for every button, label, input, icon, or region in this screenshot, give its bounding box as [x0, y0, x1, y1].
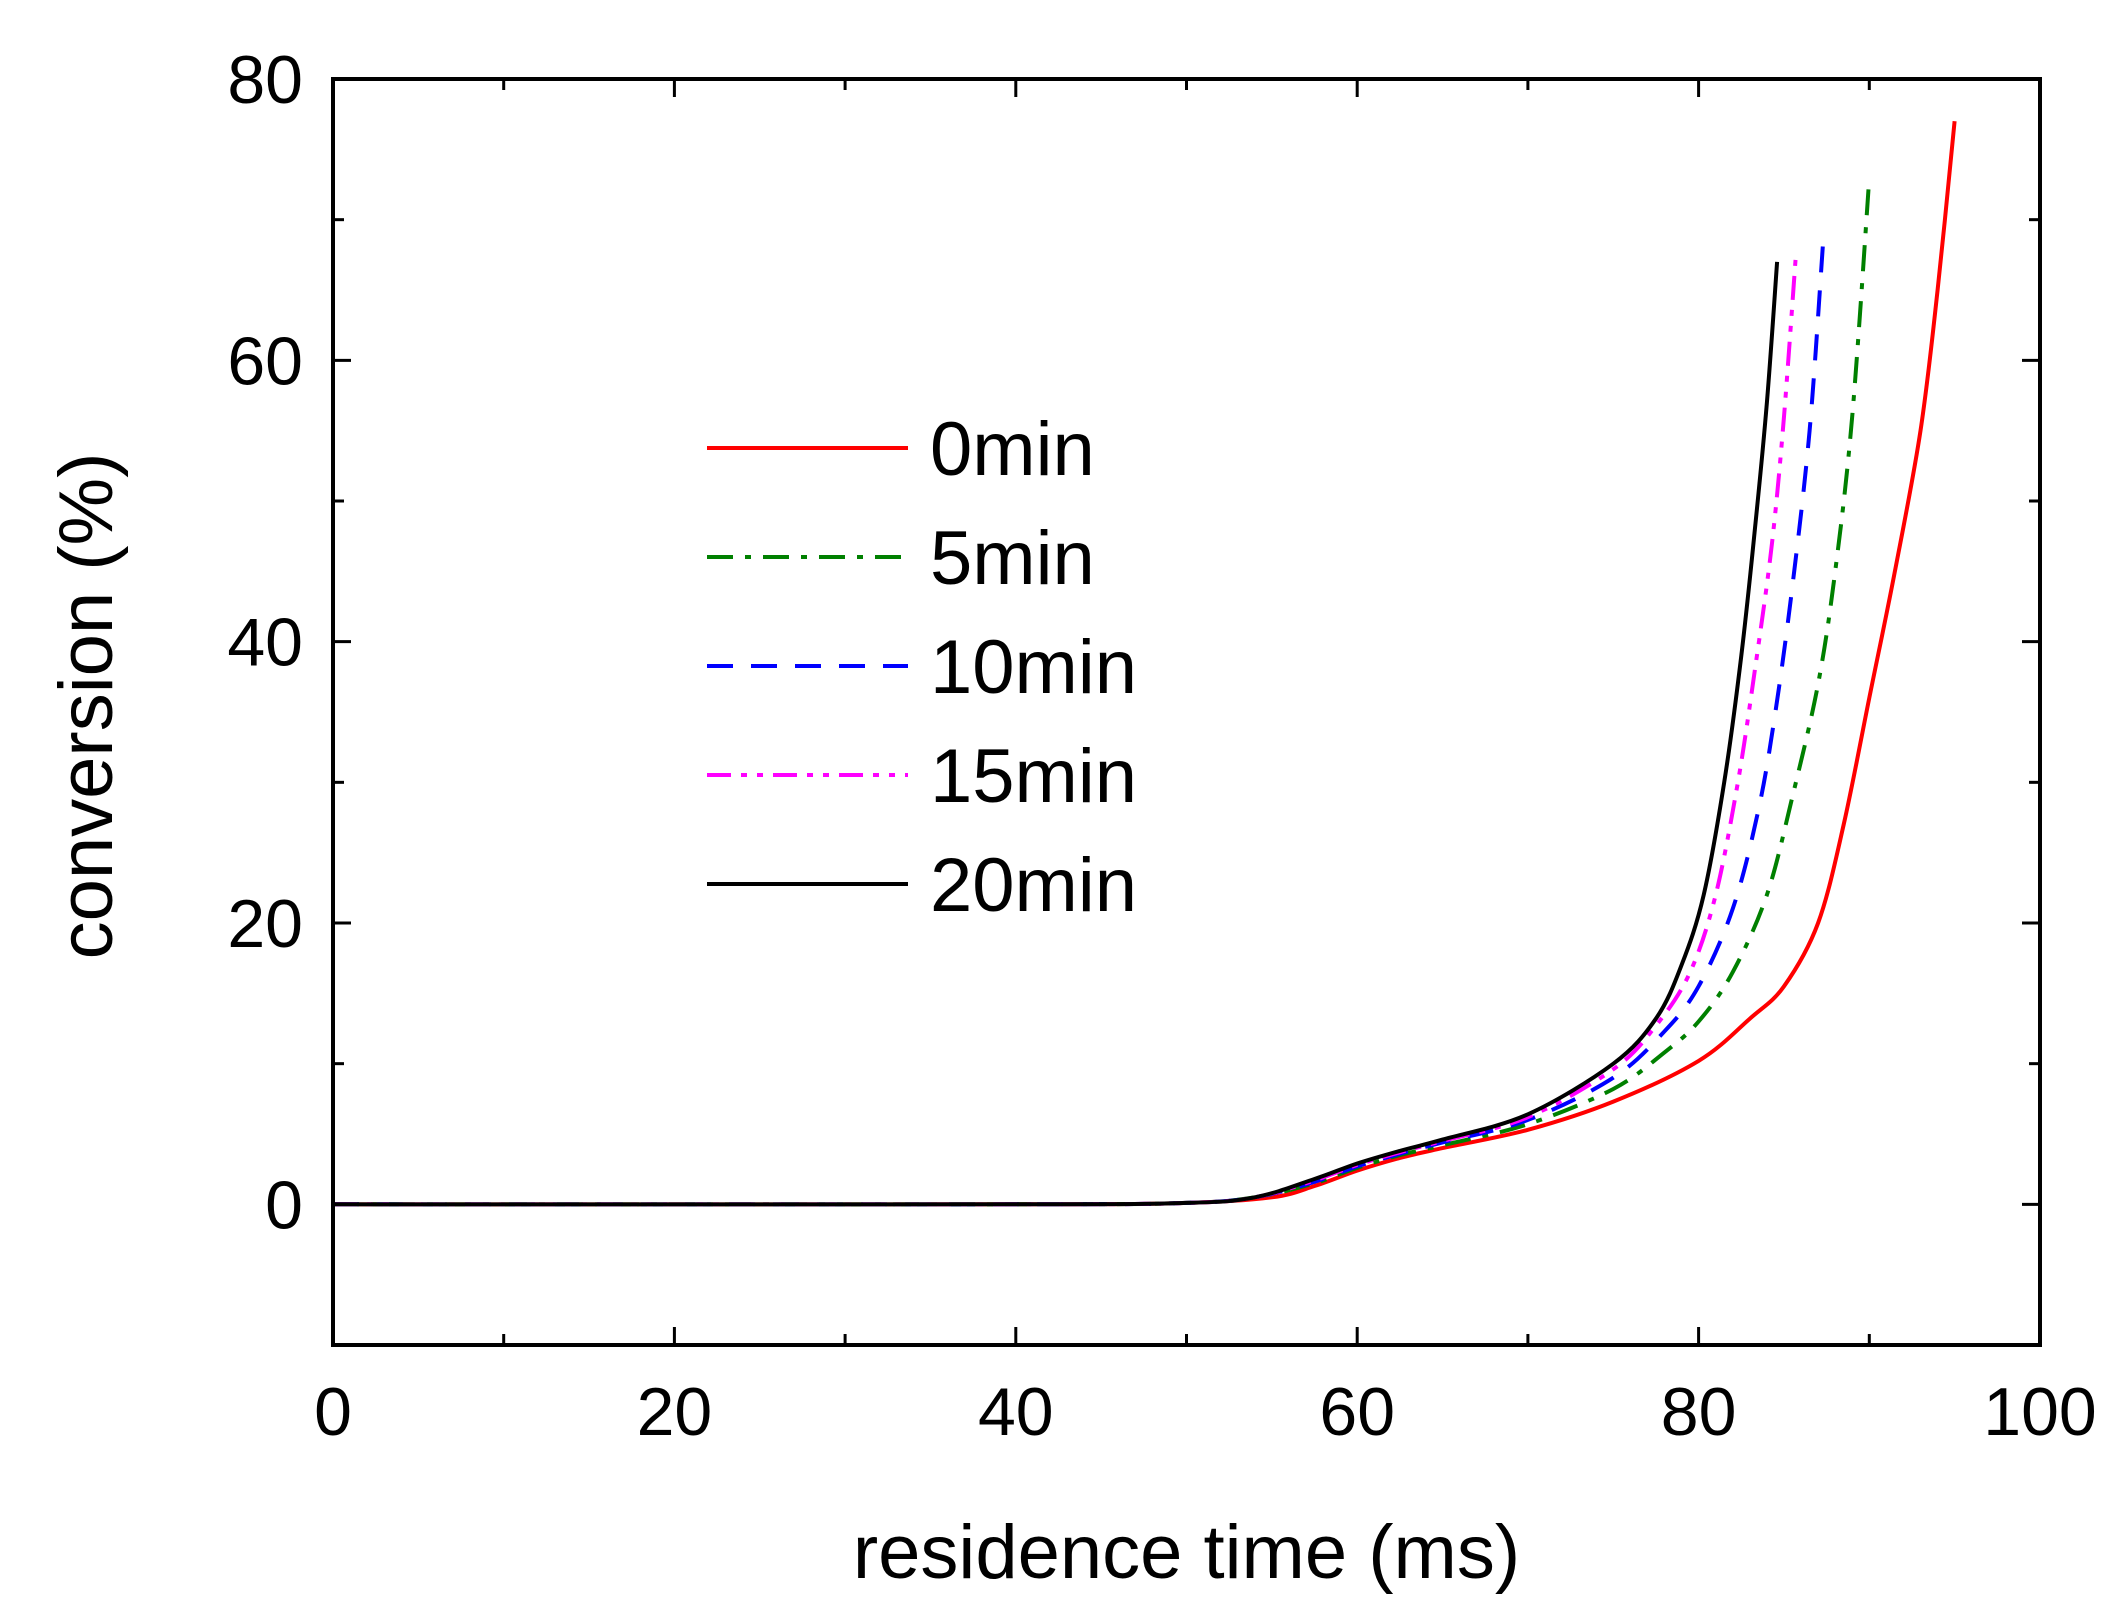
legend-label: 20min [930, 843, 1137, 928]
legend-label: 15min [930, 734, 1137, 819]
legend-label: 5min [930, 516, 1095, 601]
legend-label: 0min [930, 407, 1095, 492]
legend: 0min 5min 10min 15min 20min [707, 407, 1137, 928]
plot-frame [331, 77, 2042, 1347]
ticks-layer [331, 77, 2042, 1345]
legend-item: 10min [707, 625, 1137, 710]
legend-item: 0min [707, 407, 1095, 492]
series-line-10min [332, 240, 1826, 1207]
series-line-20min [332, 261, 1780, 1207]
y-tick-label: 20 [227, 886, 303, 962]
x-tick-label: 60 [1319, 1374, 1395, 1450]
x-axis-title: residence time (ms) [853, 1510, 1520, 1595]
y-tick-label: 80 [227, 42, 303, 118]
x-tick-label: 0 [314, 1374, 352, 1450]
series-layer [332, 121, 1957, 1207]
legend-item: 5min [707, 516, 1095, 601]
x-tick-label: 80 [1661, 1374, 1737, 1450]
legend-item: 15min [707, 734, 1137, 819]
y-tick-label: 40 [227, 605, 303, 681]
legend-item: 20min [707, 843, 1137, 928]
y-tick-label: 0 [265, 1167, 303, 1243]
x-tick-label: 20 [637, 1374, 713, 1450]
series-line-15min [332, 254, 1798, 1207]
labels-layer: 0 20 40 60 80 100 0 20 40 60 80 [227, 42, 2096, 1450]
y-tick-label: 60 [227, 323, 303, 399]
series-line-0min [332, 121, 1957, 1207]
x-tick-label: 40 [978, 1374, 1054, 1450]
legend-label: 10min [930, 625, 1137, 710]
x-tick-label: 100 [1983, 1374, 2096, 1450]
y-axis-title: conversion (%) [44, 453, 129, 960]
